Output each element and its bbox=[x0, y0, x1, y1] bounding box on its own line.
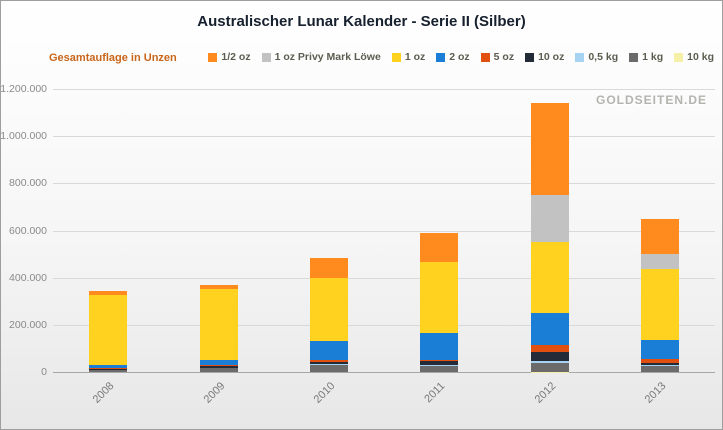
y-axis-tick-label: 1.000.000 bbox=[0, 130, 47, 143]
x-axis-tick-label: 2012 bbox=[532, 380, 558, 406]
legend-label: 10 kg bbox=[687, 51, 714, 63]
legend-label: 1 oz Privy Mark Löwe bbox=[274, 51, 381, 63]
bar-segment-2012-10-oz[interactable] bbox=[530, 351, 569, 362]
chart-title: Australischer Lunar Kalender - Serie II … bbox=[197, 13, 526, 30]
legend-swatch-icon bbox=[575, 52, 585, 62]
bar-segment-2010-2-oz[interactable] bbox=[309, 341, 348, 361]
bar-segment-2011-1-2-oz[interactable] bbox=[420, 232, 459, 263]
legend-label: 0,5 kg bbox=[588, 51, 619, 63]
legend-label: 5 oz bbox=[493, 51, 515, 63]
bar-segment-2009-5-oz[interactable] bbox=[199, 365, 238, 367]
bar-segment-2010-1-oz[interactable] bbox=[309, 277, 348, 342]
y-axis-tick-label: 800.000 bbox=[9, 177, 47, 190]
bar-segment-2012-0-5-kg[interactable] bbox=[530, 361, 569, 364]
legend-item-1-oz-privy-mark-l-we[interactable]: 1 oz Privy Mark Löwe bbox=[261, 51, 381, 63]
legend-swatch-icon bbox=[436, 52, 446, 62]
plot-area: GOLDSEITEN.DE 0 200.000 400.000 600.000 800.… bbox=[1, 83, 715, 406]
legend-label: 2 oz bbox=[449, 51, 470, 63]
bar-segment-2012-5-oz[interactable] bbox=[530, 344, 569, 352]
x-axis-line bbox=[53, 372, 715, 373]
legend-item-10-kg[interactable]: 10 kg bbox=[674, 51, 714, 63]
legend-swatch-icon bbox=[674, 52, 684, 62]
bar-segment-2013-5-oz[interactable] bbox=[640, 359, 679, 363]
gridline bbox=[53, 89, 715, 90]
y-axis-tick-label: 0 bbox=[41, 366, 47, 378]
y-axis-tick-label: 600.000 bbox=[9, 224, 47, 237]
gridline bbox=[53, 277, 715, 279]
legend-swatch-icon bbox=[391, 52, 401, 62]
bar-segment-2012-1-2-oz[interactable] bbox=[530, 102, 569, 195]
bar-segment-2012-1-oz[interactable] bbox=[530, 241, 569, 313]
bar-segment-2010-1-kg[interactable] bbox=[309, 364, 348, 372]
watermark: GOLDSEITEN.DE bbox=[595, 93, 707, 107]
bar-segment-2008-1-kg[interactable] bbox=[89, 370, 128, 372]
x-axis-tick-label: 2010 bbox=[311, 380, 338, 406]
bar-segment-2013-1-2-oz[interactable] bbox=[640, 218, 679, 255]
bar-segment-2012-2-oz[interactable] bbox=[530, 312, 569, 345]
chart-subtitle: Gesamtauflage in Unzen bbox=[49, 52, 177, 64]
bar-segment-2012-1-oz-privy-mark-l-we[interactable] bbox=[530, 194, 569, 242]
x-axis-tick-label: 2008 bbox=[90, 380, 117, 406]
gridline bbox=[53, 183, 715, 185]
bar-segment-2011-5-oz[interactable] bbox=[420, 359, 459, 362]
legend-item-2-oz[interactable]: 2 oz bbox=[436, 51, 470, 63]
bar-segment-2011-1-kg[interactable] bbox=[420, 365, 459, 372]
legend-item-0-5-kg[interactable]: 0,5 kg bbox=[575, 51, 618, 63]
legend-item-10-oz[interactable]: 10 oz bbox=[525, 51, 564, 63]
bar-segment-2010-5-oz[interactable] bbox=[309, 360, 348, 362]
legend-label: 1/2 oz bbox=[221, 51, 251, 63]
legend-swatch-icon bbox=[525, 52, 535, 62]
bar-segment-2011-2-oz[interactable] bbox=[420, 333, 459, 360]
bar-segment-2009-10-oz[interactable] bbox=[199, 366, 238, 368]
legend-label: 1 oz bbox=[404, 51, 426, 63]
x-axis-tick-label: 2011 bbox=[422, 380, 448, 406]
bar-segment-2011-1-oz[interactable] bbox=[420, 262, 459, 334]
bar-segment-2008-2-oz[interactable] bbox=[89, 365, 128, 369]
bar-segment-2008-1-oz[interactable] bbox=[89, 294, 128, 366]
bar-segment-2013-1-oz[interactable] bbox=[640, 269, 679, 341]
bar-segment-2011-10-oz[interactable] bbox=[420, 361, 459, 365]
legend-swatch-icon bbox=[480, 52, 490, 62]
bar-segment-2010-1-2-oz[interactable] bbox=[309, 257, 348, 278]
gridline bbox=[53, 230, 715, 232]
y-axis-tick-label: 200.000 bbox=[9, 318, 47, 331]
bar-segment-2013-1-oz-privy-mark-l-we[interactable] bbox=[640, 254, 679, 270]
bar-segment-2010-10-oz[interactable] bbox=[309, 361, 348, 365]
legend-item-1-kg[interactable]: 1 kg bbox=[629, 51, 663, 63]
x-axis-tick-label: 2013 bbox=[642, 380, 669, 406]
legend-item-1-oz[interactable]: 1 oz bbox=[391, 51, 426, 63]
bar-segment-2009-1-kg[interactable] bbox=[199, 367, 238, 372]
legend-swatch-icon bbox=[261, 52, 271, 62]
bar-segment-2008-5-oz[interactable] bbox=[89, 368, 128, 369]
legend-label: 10 oz bbox=[538, 51, 565, 63]
chart-legend: 1/2 oz 1 oz Privy Mark Löwe 1 oz 2 oz 5 oz 10… bbox=[208, 51, 714, 63]
legend-item-5-oz[interactable]: 5 oz bbox=[480, 51, 515, 63]
legend-label: 1 kg bbox=[642, 51, 664, 63]
bar-segment-2013-0-5-kg[interactable] bbox=[640, 365, 679, 367]
gridline bbox=[53, 324, 715, 326]
bar-segment-2013-2-oz[interactable] bbox=[640, 340, 679, 360]
bar-segment-2009-1-2-oz[interactable] bbox=[199, 285, 238, 290]
y-axis-tick-label: 1.200.000 bbox=[0, 83, 47, 95]
bar-segment-2008-1-2-oz[interactable] bbox=[89, 291, 128, 295]
bar-segment-2013-10-oz[interactable] bbox=[640, 362, 679, 366]
legend-swatch-icon bbox=[208, 52, 218, 62]
legend-swatch-icon bbox=[629, 52, 639, 62]
bar-segment-2009-2-oz[interactable] bbox=[199, 360, 238, 366]
bar-segment-2012-1-kg[interactable] bbox=[530, 363, 569, 372]
x-axis-tick-label: 2009 bbox=[201, 380, 227, 406]
bar-segment-2013-1-kg[interactable] bbox=[640, 366, 679, 372]
legend-item-1-2-oz[interactable]: 1/2 oz bbox=[208, 51, 251, 63]
bar-segment-2008-10-oz[interactable] bbox=[89, 368, 128, 371]
bar-segment-2009-1-oz[interactable] bbox=[199, 289, 238, 361]
y-axis-tick-label: 400.000 bbox=[9, 271, 47, 284]
gridline bbox=[53, 136, 715, 138]
